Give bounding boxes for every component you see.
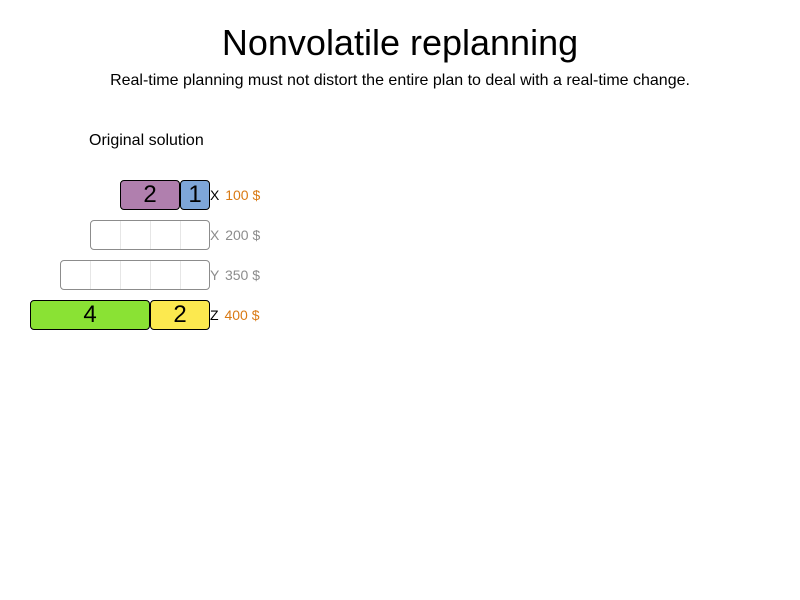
- machine-name: Y: [210, 267, 220, 283]
- process-size-label: 2: [143, 181, 157, 208]
- empty-capacity-track: [90, 220, 210, 250]
- capacity-divider: [150, 221, 151, 249]
- page-title: Nonvolatile replanning: [221, 22, 579, 63]
- machine-row-z-400: 4 2 Z 400 $: [24, 300, 324, 330]
- capacity-divider: [120, 261, 121, 289]
- process-block-size-1: 1: [180, 180, 210, 210]
- machine-row-y-350: Y 350 $: [24, 260, 324, 290]
- original-solution-label: Original solution: [89, 132, 204, 149]
- machine-label: Y 350 $: [210, 267, 260, 283]
- process-size-label: 4: [83, 301, 97, 328]
- capacity-divider: [180, 221, 181, 249]
- machine-label: Z 400 $: [210, 307, 260, 323]
- process-size-label: 1: [188, 181, 202, 208]
- machine-cost: 400 $: [224, 307, 260, 323]
- machine-cost: 200 $: [225, 227, 261, 243]
- page-subtitle: Real-time planning must not distort the …: [110, 72, 690, 89]
- machine-cost: 350 $: [224, 267, 261, 283]
- process-block-size-4: 4: [30, 300, 150, 330]
- machine-cost: 100 $: [225, 187, 261, 203]
- machine-label: X 200 $: [210, 227, 260, 243]
- process-size-label: 2: [173, 301, 187, 328]
- machine-name: X: [210, 227, 220, 243]
- capacity-divider: [150, 261, 151, 289]
- machine-name: X: [210, 187, 220, 203]
- machine-name: Z: [210, 307, 219, 323]
- machine-row-x-200: X 200 $: [24, 220, 324, 250]
- empty-capacity-track: [60, 260, 210, 290]
- capacity-divider: [120, 221, 121, 249]
- process-block-size-2: 2: [150, 300, 210, 330]
- capacity-divider: [90, 261, 91, 289]
- machine-row-x-100: 2 1 X 100 $: [24, 180, 324, 210]
- capacity-divider: [180, 261, 181, 289]
- process-block-size-2: 2: [120, 180, 180, 210]
- machine-label: X 100 $: [210, 187, 260, 203]
